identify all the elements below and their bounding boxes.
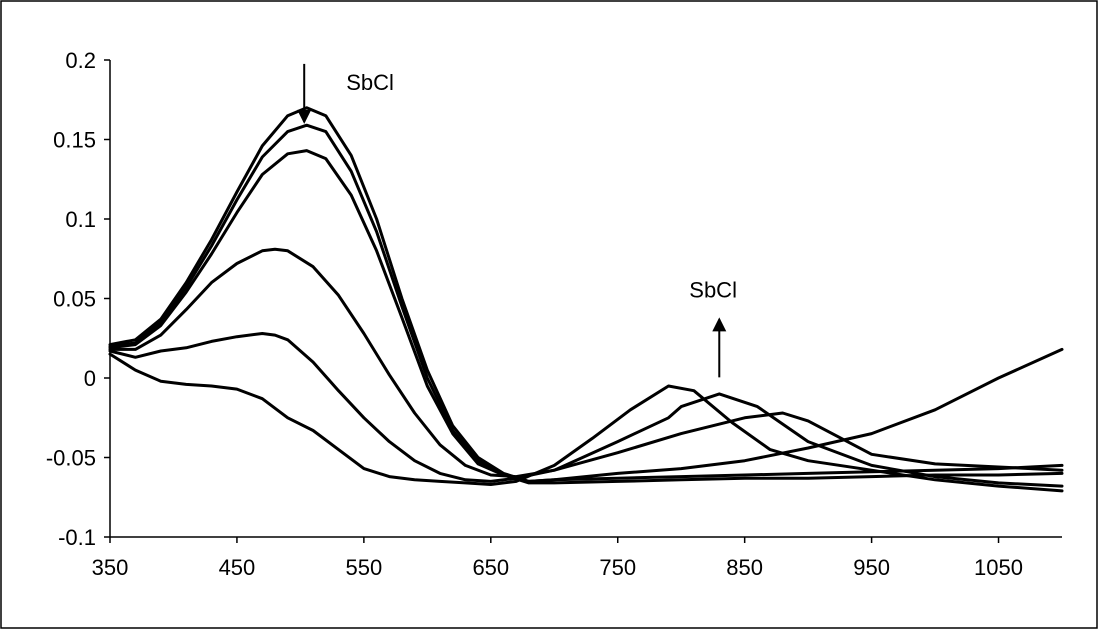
- y-tick-label: 0.05: [53, 287, 96, 312]
- y-tick-label: 0.1: [65, 207, 96, 232]
- x-tick-label: 850: [726, 555, 763, 580]
- y-tick-label: 0.2: [65, 48, 96, 73]
- y-tick-label: 0.15: [53, 128, 96, 153]
- annotation-label: SbCl: [689, 277, 737, 302]
- x-tick-label: 450: [219, 555, 256, 580]
- x-tick-label: 950: [853, 555, 890, 580]
- y-tick-label: -0.1: [58, 525, 96, 550]
- x-tick-label: 750: [599, 555, 636, 580]
- annotation-label: SbCl: [346, 70, 394, 95]
- x-tick-label: 350: [92, 555, 129, 580]
- x-tick-label: 1050: [974, 555, 1023, 580]
- y-tick-label: 0: [84, 366, 96, 391]
- y-tick-label: -0.05: [46, 446, 96, 471]
- x-tick-label: 650: [472, 555, 509, 580]
- x-tick-label: 550: [346, 555, 383, 580]
